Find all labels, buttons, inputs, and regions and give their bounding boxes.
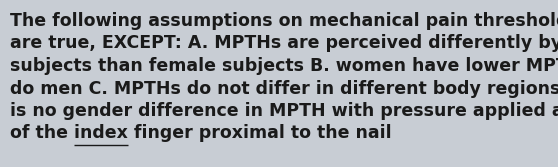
Text: The following assumptions on mechanical pain threshold (MPTh): The following assumptions on mechanical …	[10, 12, 558, 30]
Text: do men C. MPTHs do not differ in different body regions D. there: do men C. MPTHs do not differ in differe…	[10, 79, 558, 98]
Text: is no gender difference in MPTH with pressure applied at the top: is no gender difference in MPTH with pre…	[10, 102, 558, 120]
Text: are true, EXCEPT: A. MPTHs are perceived differently by male: are true, EXCEPT: A. MPTHs are perceived…	[10, 35, 558, 52]
Text: subjects than female subjects B. women have lower MPTHs than: subjects than female subjects B. women h…	[10, 57, 558, 75]
Text: of the index finger proximal to the nail: of the index finger proximal to the nail	[10, 125, 392, 142]
